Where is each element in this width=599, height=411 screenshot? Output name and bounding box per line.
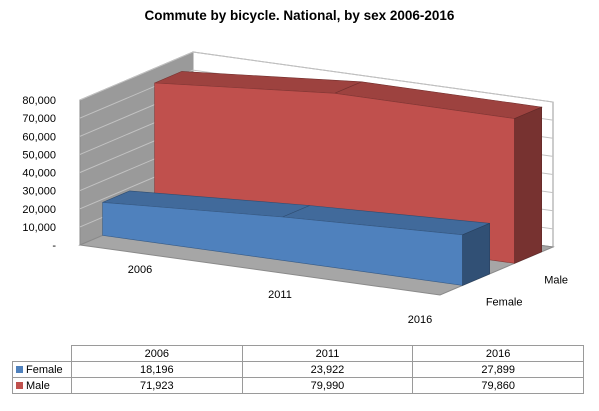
y-tick-label: 10,000	[22, 222, 56, 234]
legend-key	[16, 381, 23, 389]
chart-plot: - 10,000 20,000 30,000 40,000 50,000 60,000 70,…	[22, 51, 568, 326]
y-tick-label: 50,000	[22, 149, 56, 161]
legend-key	[16, 365, 23, 373]
y-tick-label: -	[52, 240, 56, 252]
data-table-cell: 79,860	[412, 377, 584, 394]
data-table-row: Male 71,923 79,990 79,860	[12, 377, 584, 394]
y-tick-label: 40,000	[22, 168, 56, 180]
series-end-cap	[514, 106, 543, 264]
x-tick-label: 2006	[128, 264, 152, 276]
legend-label: Female	[26, 363, 63, 376]
data-table-corner	[13, 346, 72, 362]
series-female	[102, 190, 491, 286]
data-table-header-cell: 2016	[412, 345, 584, 362]
data-table-row: Female 18,196 23,922 27,899	[12, 361, 584, 378]
data-table-cell: 79,990	[241, 377, 414, 394]
y-tick-label: 80,000	[22, 95, 56, 107]
y-tick-label: 70,000	[22, 113, 56, 125]
series-front	[102, 202, 463, 286]
data-table-cell: 18,196	[71, 361, 243, 378]
legend-label: Male	[26, 379, 50, 392]
x-tick-label: 2016	[408, 314, 432, 326]
data-table-cell: 71,923	[71, 377, 243, 394]
chart-title: Commute by bicycle. National, by sex 200…	[144, 8, 455, 23]
data-table-cell: 23,922	[241, 361, 414, 378]
data-table-header-cell: 2006	[71, 345, 243, 362]
depth-axis-label: Female	[486, 297, 523, 309]
x-tick-label: 2011	[268, 289, 292, 301]
axis-labels: - 10,000 20,000 30,000 40,000 50,000 60,000 70,…	[22, 95, 568, 326]
series-layer	[102, 71, 543, 286]
data-table-header-cell: 2011	[241, 345, 414, 362]
data-table: 2006 2011 2016 Female 18,196 23,922 27,899 Male…	[12, 345, 584, 394]
data-table-header-row: 2006 2011 2016	[13, 345, 584, 362]
data-table-row-label: Male	[12, 377, 72, 394]
y-tick-label: 20,000	[22, 204, 56, 216]
y-tick-label: 30,000	[22, 186, 56, 198]
depth-axis-label: Male	[544, 275, 568, 287]
gridline	[79, 51, 554, 103]
series-end-cap	[462, 222, 491, 286]
y-tick-label: 60,000	[22, 131, 56, 143]
data-table-row-label: Female	[12, 361, 72, 378]
data-table-cell: 27,899	[412, 361, 584, 378]
